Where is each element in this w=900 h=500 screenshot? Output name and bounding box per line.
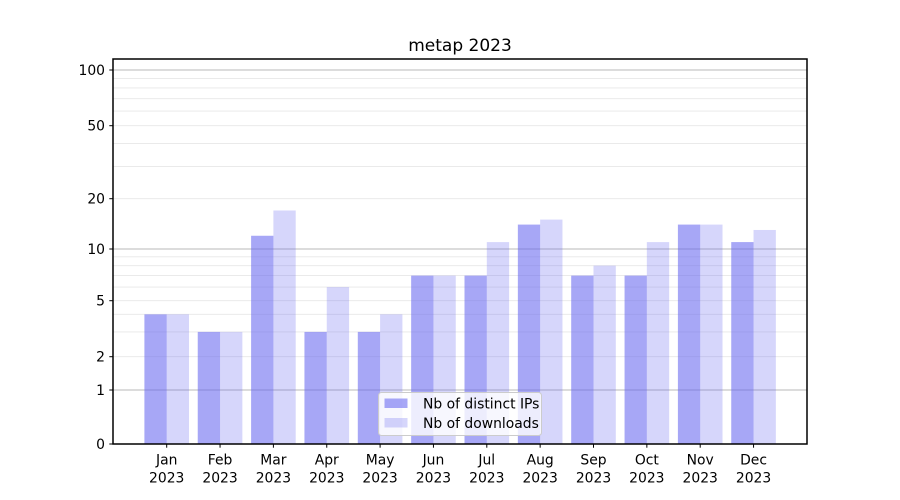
legend-swatch-downloads <box>384 418 408 428</box>
x-tick-label-year-mar: 2023 <box>256 471 291 487</box>
x-tick-label-year-dec: 2023 <box>736 471 771 487</box>
chart-title: metap 2023 <box>408 36 512 56</box>
x-tick-label-year-nov: 2023 <box>683 471 718 487</box>
bar-distinct-ips-feb <box>197 331 221 444</box>
x-tick-label-year-feb: 2023 <box>202 471 237 487</box>
bar-downloads-jan <box>166 314 189 444</box>
y-tick-label-100: 100 <box>78 63 105 79</box>
bar-downloads-apr <box>326 287 350 444</box>
bar-distinct-ips-sep <box>571 275 594 444</box>
x-tick-label-month-jul: Jul <box>477 453 495 469</box>
plot-border <box>112 58 808 445</box>
bar-downloads-nov <box>700 224 723 444</box>
y-tick-label-2: 2 <box>96 350 105 366</box>
legend-box <box>378 392 542 436</box>
bar-distinct-ips-dec <box>731 242 754 444</box>
bar-distinct-ips-apr <box>304 331 327 444</box>
x-tick-label-year-may: 2023 <box>362 471 397 487</box>
bar-distinct-ips-may <box>357 331 381 444</box>
y-tick-label-0: 0 <box>96 437 105 453</box>
y-tick-label-1: 1 <box>96 383 105 399</box>
bar-distinct-ips-oct <box>624 275 647 444</box>
bar-downloads-feb <box>220 331 243 444</box>
legend-label-distinct-ips: Nb of distinct IPs <box>423 397 539 413</box>
x-tick-label-month-may: May <box>366 453 395 469</box>
bar-downloads-aug <box>540 219 563 444</box>
x-tick-label-month-dec: Dec <box>740 453 767 469</box>
x-tick-label-month-jan: Jan <box>155 453 177 469</box>
bar-downloads-mar <box>273 210 296 444</box>
x-tick-label-year-apr: 2023 <box>309 471 344 487</box>
legend-swatch-distinct-ips <box>384 398 408 408</box>
y-tick-label-10: 10 <box>87 242 105 258</box>
bar-distinct-ips-nov <box>677 224 701 444</box>
x-tick-label-month-feb: Feb <box>208 453 233 469</box>
bar-downloads-sep <box>593 265 616 444</box>
y-tick-label-5: 5 <box>96 294 105 310</box>
x-tick-label-year-oct: 2023 <box>629 471 664 487</box>
bar-distinct-ips-mar <box>251 235 274 444</box>
y-axis-ticks: 0 1 2 5 10 20 50 100 <box>78 63 113 453</box>
bar-downloads-dec <box>753 229 776 444</box>
x-tick-label-month-aug: Aug <box>527 453 554 469</box>
x-tick-label-month-oct: Oct <box>635 453 660 469</box>
x-axis-ticks: Jan 2023 Feb 2023 Mar 2023 Apr 2023 May 2023 Jun 20… <box>149 444 771 487</box>
x-tick-label-year-aug: 2023 <box>522 471 557 487</box>
x-tick-label-year-sep: 2023 <box>576 471 611 487</box>
x-tick-label-year-jun: 2023 <box>416 471 451 487</box>
x-tick-label-month-mar: Mar <box>260 453 286 469</box>
x-tick-label-year-jan: 2023 <box>149 471 184 487</box>
x-tick-label-year-jul: 2023 <box>469 471 504 487</box>
x-tick-label-month-apr: Apr <box>315 453 339 469</box>
bar-distinct-ips-jan <box>144 314 167 444</box>
legend-label-downloads: Nb of downloads <box>423 416 539 432</box>
x-tick-label-month-jun: Jun <box>422 453 445 469</box>
y-tick-label-50: 50 <box>87 119 105 135</box>
x-tick-label-month-nov: Nov <box>687 453 714 469</box>
legend: Nb of distinct IPs Nb of downloads <box>378 392 542 436</box>
bar-downloads-oct <box>646 242 670 444</box>
y-tick-label-20: 20 <box>87 192 105 208</box>
bar-distinct-ips-aug <box>517 224 541 444</box>
x-tick-label-month-sep: Sep <box>580 453 606 469</box>
